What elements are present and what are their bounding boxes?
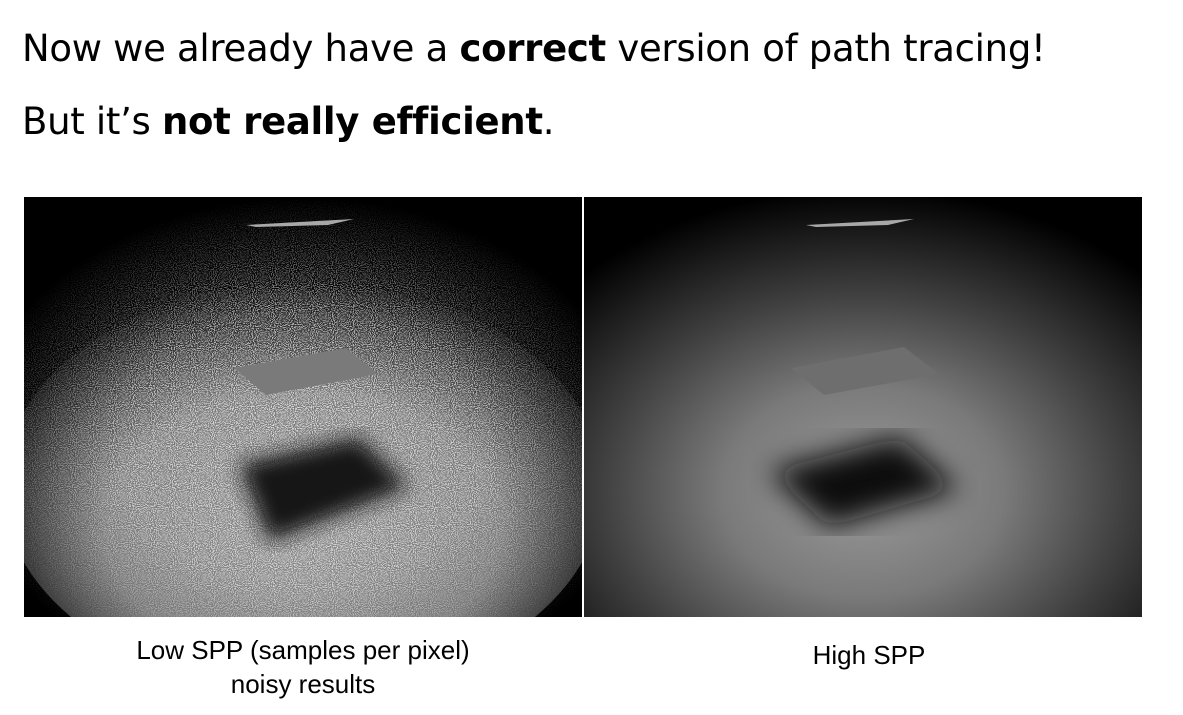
high-spp-shadow [769,437,959,527]
low-spp-shadow [239,437,409,542]
high-spp-caption: High SPP [584,638,1154,672]
high-spp-light-source [806,219,914,227]
high-spp-render [584,197,1142,617]
heading-line-2: But it’s not really efficient. [22,100,555,143]
heading-line-1: Now we already have a correct version of… [22,30,1046,67]
high-spp-glow [584,197,1142,617]
low-spp-caption-line-1: Low SPP (samples per pixel) [136,635,470,665]
low-spp-floating-plane [234,348,378,395]
low-spp-light-source [246,219,354,227]
low-spp-render-image [24,197,582,617]
heading-line-2-end: . [542,100,555,143]
heading-line-2-start: But it’s [22,100,162,143]
low-spp-noise [24,197,582,617]
heading-line-1-bold: correct [459,27,606,70]
low-spp-caption-line-2: noisy results [230,669,376,699]
high-spp-floating-plane [791,347,939,395]
heading-line-2-bold: not really efficient [162,100,543,143]
low-spp-render [24,197,582,617]
low-spp-caption: Low SPP (samples per pixel) noisy result… [24,633,582,701]
high-spp-caption-text: High SPP [812,640,926,670]
panel-divider [582,197,584,617]
high-spp-render-image [584,197,1142,617]
heading-line-1-end: version of path tracing! [605,27,1046,70]
heading-line-1-start: Now we already have a [22,27,460,70]
